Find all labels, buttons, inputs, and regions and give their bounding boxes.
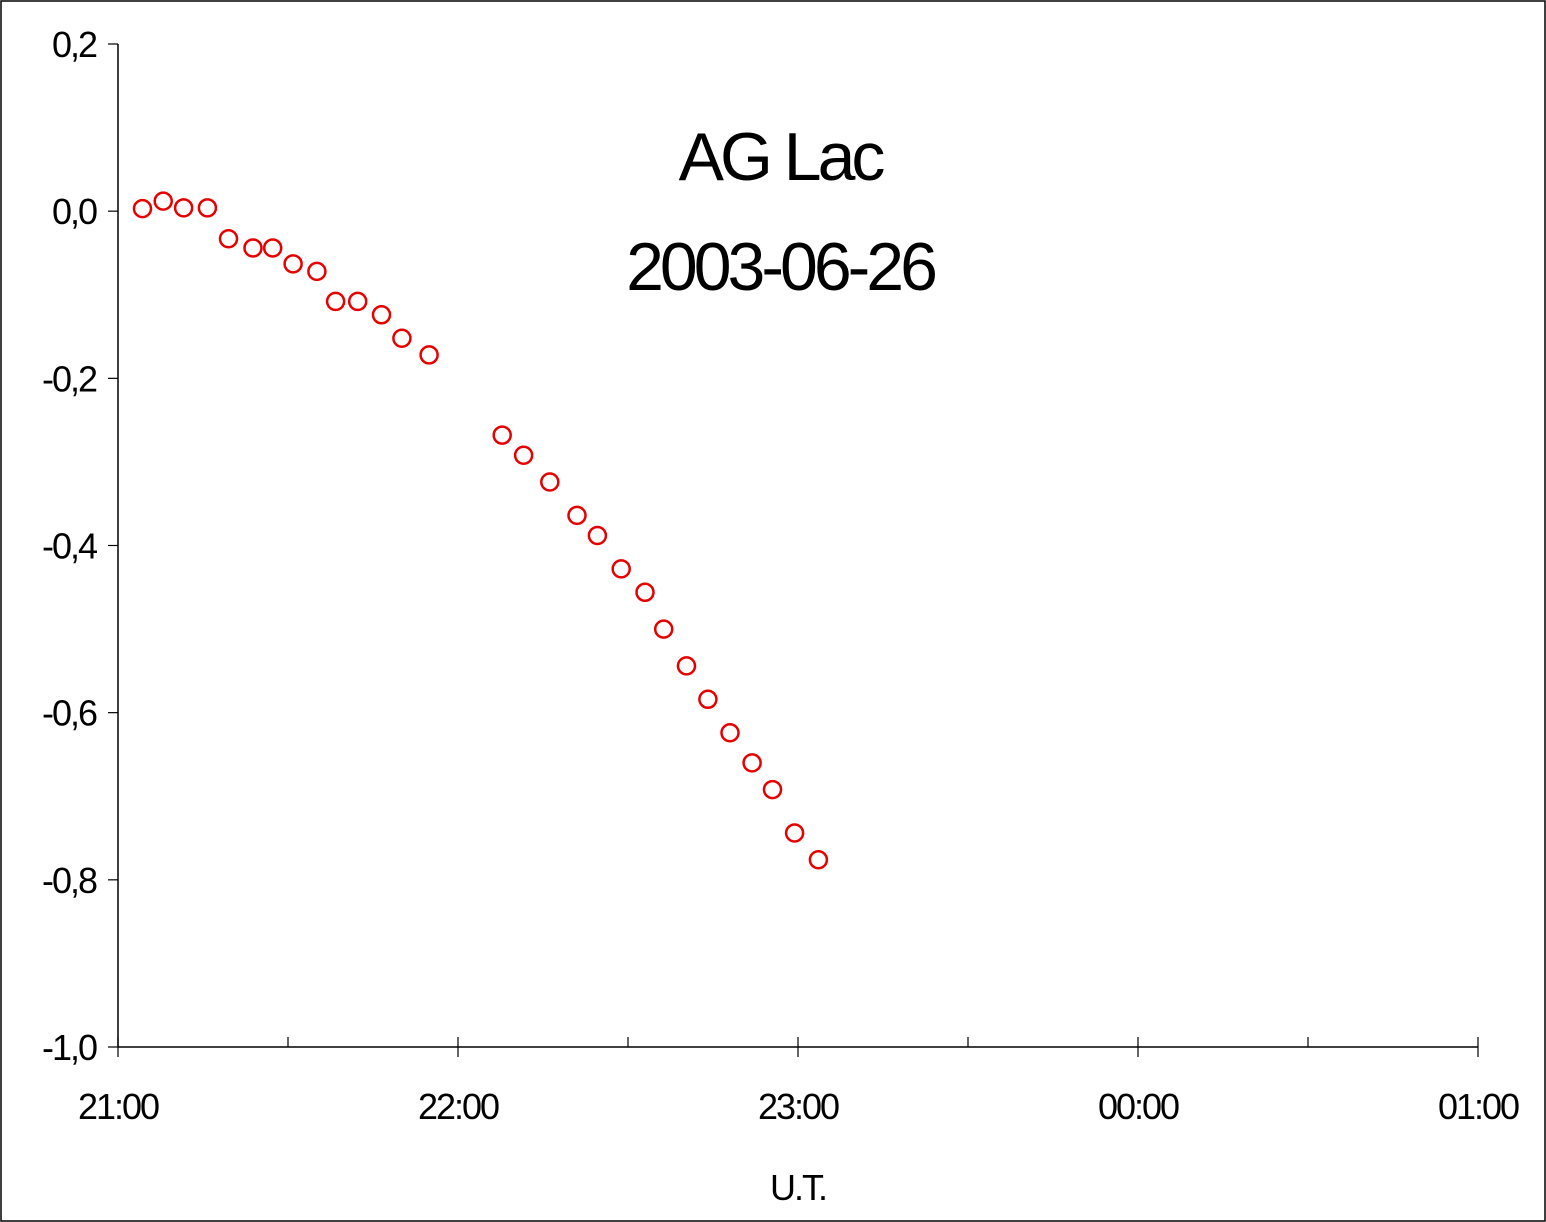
x-axis-ticks: 21:00 22:00 23:00 00:00 01:00 — [78, 1037, 1521, 1127]
chart-title: AG Lac — [679, 119, 885, 195]
x-tick-label: 00:00 — [1098, 1086, 1179, 1127]
data-point — [371, 305, 392, 325]
x-axis-title: U.T. — [770, 1167, 826, 1208]
data-point — [513, 445, 534, 465]
y-tick-label: 0,0 — [52, 191, 97, 232]
y-axis-ticks: 0,2 0,0 -0,2 -0,4 -0,6 -0,8 -1,0 — [42, 24, 118, 1068]
data-point — [218, 228, 239, 249]
data-point — [325, 291, 346, 312]
y-tick-label: -1,0 — [42, 1027, 97, 1068]
data-point — [742, 753, 762, 773]
data-point — [347, 291, 368, 312]
data-point — [635, 582, 655, 603]
y-tick-label: -0,8 — [42, 860, 97, 901]
y-tick-label: -0,4 — [42, 526, 97, 567]
data-point — [611, 559, 631, 579]
data-point — [567, 505, 587, 526]
data-point — [492, 425, 512, 445]
data-point — [307, 261, 327, 282]
data-point — [283, 254, 303, 274]
data-point — [653, 619, 674, 639]
x-tick-label: 22:00 — [418, 1086, 499, 1127]
data-point — [784, 823, 805, 843]
data-point — [243, 238, 263, 258]
x-tick-label: 01:00 — [1438, 1086, 1519, 1127]
data-point — [392, 328, 412, 348]
data-point — [173, 198, 194, 218]
data-points — [132, 191, 829, 870]
data-point — [132, 198, 153, 219]
y-tick-label: 0,2 — [52, 24, 97, 65]
data-point — [808, 850, 829, 870]
data-point — [262, 238, 283, 258]
data-point — [676, 656, 697, 676]
data-point — [197, 198, 218, 218]
y-tick-label: -0,2 — [42, 358, 97, 399]
data-point — [720, 722, 740, 743]
data-point — [540, 472, 560, 492]
x-tick-label: 23:00 — [758, 1086, 839, 1127]
x-minor-ticks — [287, 1037, 1309, 1047]
chart-subtitle: 2003-06-26 — [626, 229, 935, 305]
data-point — [587, 525, 608, 546]
data-point — [419, 345, 439, 365]
x-tick-label: 21:00 — [78, 1086, 159, 1127]
data-point — [153, 191, 173, 211]
y-tick-label: -0,6 — [42, 693, 97, 734]
data-point — [762, 779, 783, 800]
data-point — [698, 689, 718, 710]
